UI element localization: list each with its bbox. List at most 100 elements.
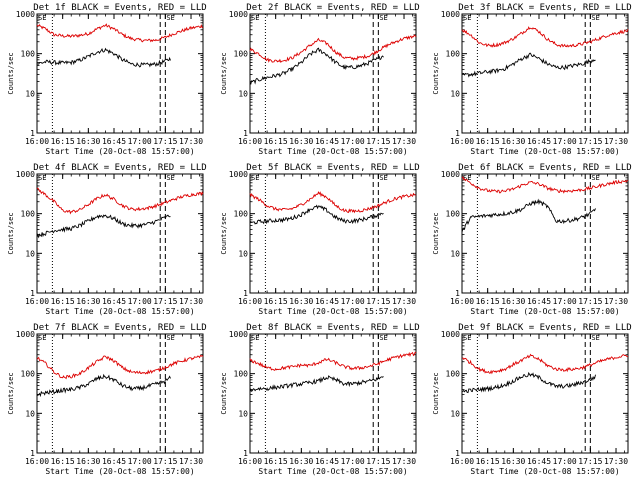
- y-tick-label: 100: [234, 50, 249, 59]
- y-tick-label: 100: [21, 210, 36, 219]
- x-tick-label: 16:15: [264, 297, 288, 306]
- lld-series-line: [249, 190, 417, 214]
- x-tick-label: 16:00: [25, 137, 49, 146]
- chart-panel-8: Det 8f BLACK = Events, RED = LLD 1 10 100 10…: [220, 323, 420, 476]
- y-tick-label: 1000: [16, 170, 35, 179]
- y-tick-label: 10: [238, 249, 248, 258]
- y-tick-label: 1: [30, 449, 35, 458]
- y-tick-label: 1: [455, 129, 460, 138]
- se-marker-label: SE: [379, 334, 387, 342]
- plot-frame: [249, 173, 417, 294]
- x-tick-label: 17:30: [392, 137, 416, 146]
- x-tick-label: 17:30: [604, 457, 628, 466]
- events-series-line: [36, 373, 171, 398]
- y-tick-label: 10: [25, 249, 35, 258]
- x-tick-label: 17:15: [153, 137, 177, 146]
- y-tick-label: 1000: [441, 330, 460, 339]
- x-tick-label: 17:00: [341, 457, 365, 466]
- se-marker-label: SE: [591, 174, 599, 182]
- events-series-line: [249, 375, 384, 393]
- lld-series-line: [461, 176, 629, 194]
- lld-series-line: [249, 351, 417, 371]
- y-tick-label: 1: [243, 129, 248, 138]
- y-tick-label: 1000: [16, 330, 35, 339]
- x-tick-label: 16:00: [238, 457, 262, 466]
- se-marker-label: SE: [379, 174, 387, 182]
- lld-series-line: [461, 26, 629, 48]
- y-tick-label: 1000: [441, 170, 460, 179]
- events-series-line: [36, 214, 171, 239]
- plot-frame: [249, 333, 417, 454]
- x-tick-label: 16:00: [238, 297, 262, 306]
- events-series-line: [249, 47, 384, 85]
- x-tick-label: 16:00: [25, 457, 49, 466]
- x-tick-label: 16:00: [450, 297, 474, 306]
- se-marker-label: SE: [38, 14, 46, 22]
- se-marker-label: SE: [38, 174, 46, 182]
- chart-title: Det 7f BLACK = Events, RED = LLD: [33, 323, 206, 333]
- chart-panel-3: Det 3f BLACK = Events, RED = LLD 1 10 100 10…: [432, 3, 632, 156]
- lld-series-line: [36, 23, 204, 43]
- y-axis-label: Counts/sec: [7, 212, 15, 254]
- x-tick-label: 16:15: [476, 137, 500, 146]
- y-axis-label: Counts/sec: [220, 212, 228, 254]
- chart-title: Det 8f BLACK = Events, RED = LLD: [246, 323, 419, 333]
- x-tick-label: 16:45: [527, 297, 551, 306]
- y-tick-label: 10: [238, 89, 248, 98]
- plot-frame: [36, 173, 204, 294]
- plot-frame: [461, 173, 629, 294]
- y-axis-label: Counts/sec: [220, 372, 228, 414]
- y-tick-label: 10: [25, 409, 35, 418]
- se-marker-label: SE: [463, 334, 471, 342]
- y-tick-label: 100: [21, 50, 36, 59]
- x-axis-label: Start Time (20-Oct-08 15:57:00): [45, 467, 194, 476]
- x-tick-label: 17:00: [128, 297, 152, 306]
- x-tick-label: 16:15: [264, 457, 288, 466]
- x-tick-label: 16:45: [315, 457, 339, 466]
- lld-series-line: [249, 34, 417, 64]
- x-tick-label: 16:45: [102, 297, 126, 306]
- se-marker-label: SE: [251, 174, 259, 182]
- y-axis-label: Counts/sec: [7, 372, 15, 414]
- x-tick-label: 16:30: [76, 137, 100, 146]
- x-tick-label: 17:30: [392, 457, 416, 466]
- se-marker-label: SE: [463, 14, 471, 22]
- x-tick-label: 17:00: [553, 137, 577, 146]
- chart-panel-6: Det 6f BLACK = Events, RED = LLD 1 10 100 10…: [432, 163, 632, 316]
- x-tick-label: 16:30: [501, 297, 525, 306]
- x-tick-label: 16:15: [51, 137, 75, 146]
- events-series-line: [36, 47, 171, 68]
- x-tick-label: 17:00: [553, 297, 577, 306]
- x-tick-label: 17:30: [179, 137, 203, 146]
- chart-panel-5: Det 5f BLACK = Events, RED = LLD 1 10 100 10…: [220, 163, 420, 316]
- chart-title: Det 5f BLACK = Events, RED = LLD: [246, 163, 419, 173]
- x-tick-label: 16:45: [315, 297, 339, 306]
- x-tick-label: 16:15: [51, 297, 75, 306]
- x-tick-label: 16:45: [102, 137, 126, 146]
- chart-panel-7: Det 7f BLACK = Events, RED = LLD 1 10 100 10…: [7, 323, 207, 476]
- y-tick-label: 1000: [16, 10, 35, 19]
- x-tick-label: 17:15: [153, 297, 177, 306]
- lld-series-line: [36, 354, 204, 380]
- y-tick-label: 1: [455, 449, 460, 458]
- chart-title: Det 1f BLACK = Events, RED = LLD: [33, 3, 206, 13]
- x-tick-label: 16:15: [476, 457, 500, 466]
- chart-title: Det 9f BLACK = Events, RED = LLD: [458, 323, 631, 333]
- x-tick-label: 17:00: [341, 297, 365, 306]
- y-axis-label: Counts/sec: [220, 52, 228, 94]
- y-tick-label: 1: [455, 289, 460, 298]
- x-tick-label: 17:15: [578, 457, 602, 466]
- y-tick-label: 1000: [441, 10, 460, 19]
- x-tick-label: 17:30: [392, 297, 416, 306]
- x-axis-label: Start Time (20-Oct-08 15:57:00): [470, 467, 619, 476]
- plot-frame: [249, 13, 417, 134]
- plot-frame: [461, 13, 629, 134]
- x-tick-label: 16:30: [501, 457, 525, 466]
- x-tick-label: 17:30: [604, 137, 628, 146]
- plot-frame: [461, 333, 629, 454]
- x-tick-label: 16:15: [476, 297, 500, 306]
- x-tick-label: 17:15: [578, 297, 602, 306]
- x-tick-label: 16:45: [527, 457, 551, 466]
- x-tick-label: 16:15: [264, 137, 288, 146]
